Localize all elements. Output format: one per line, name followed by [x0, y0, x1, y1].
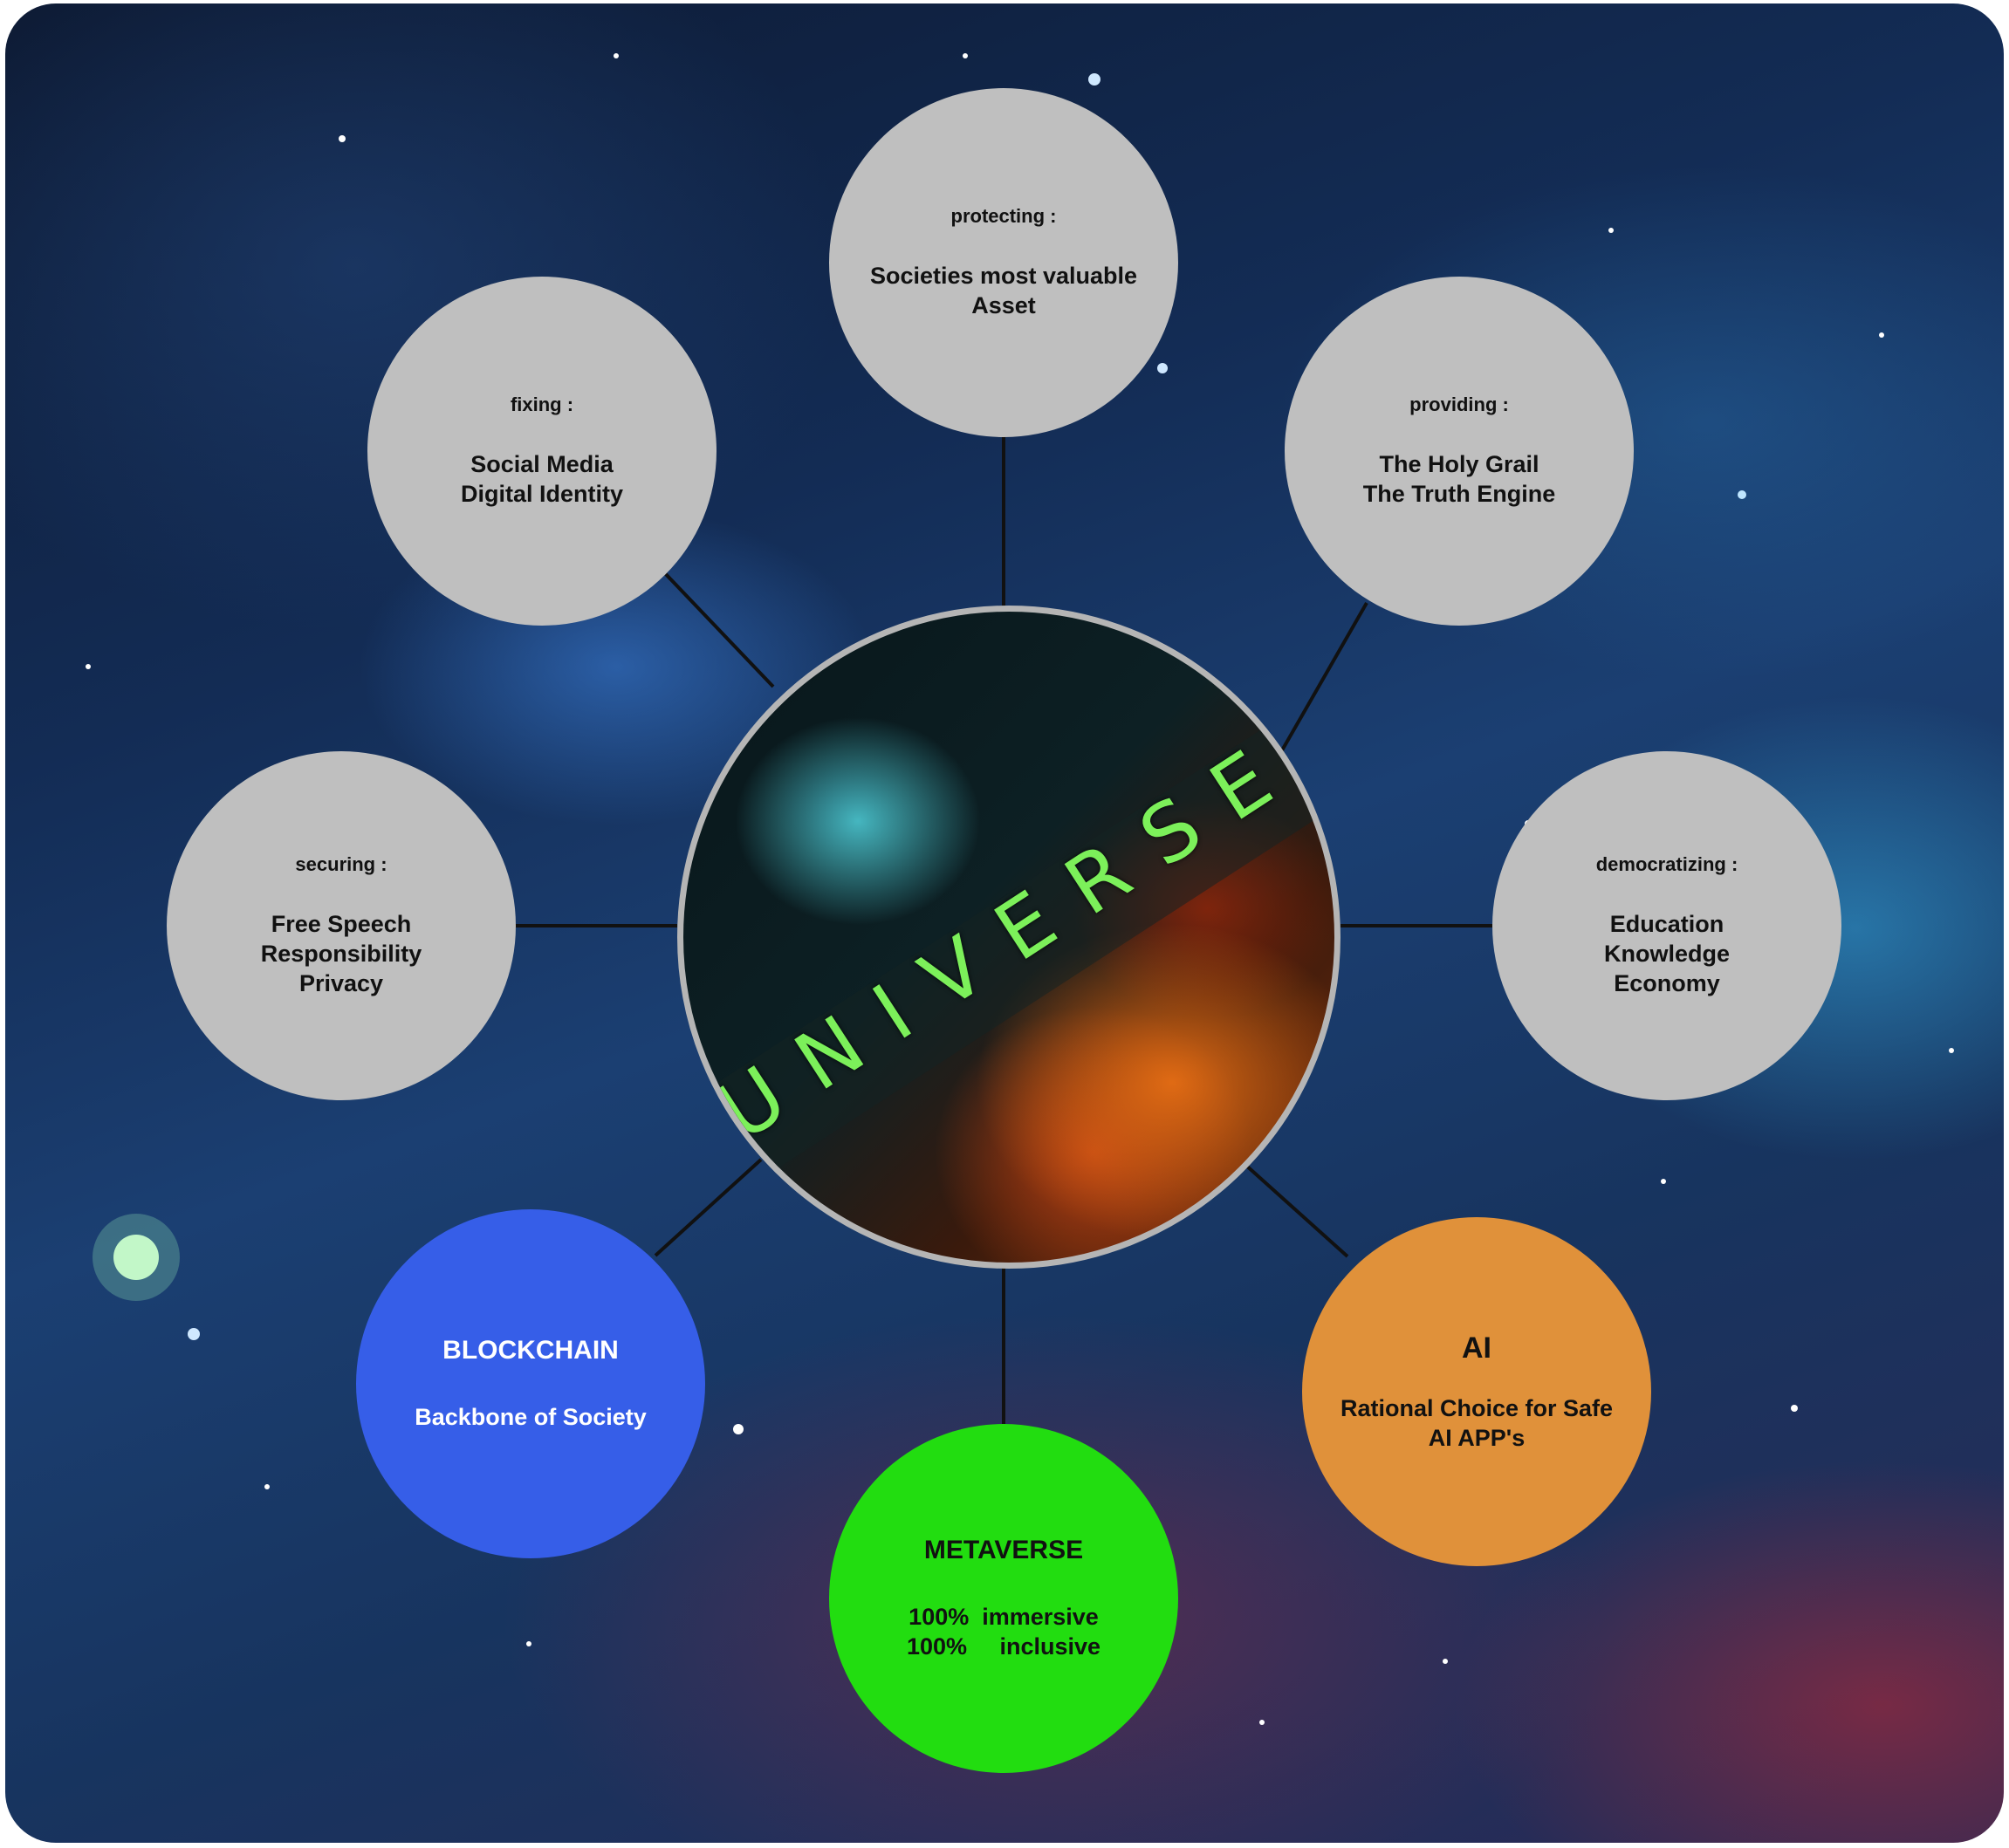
node-metaverse-line-1: 100% immersive	[909, 1604, 1099, 1630]
connector-ai	[1243, 1162, 1349, 1258]
node-democratizing-verb: democratizing :	[1595, 853, 1738, 875]
node-providing-verb: providing :	[1409, 394, 1509, 415]
node-providing: providing : The Holy Grail The Truth Eng…	[1285, 277, 1634, 626]
universe-hub: UNIVERSE	[677, 606, 1340, 1269]
node-securing-verb: securing :	[295, 853, 387, 875]
node-blockchain: BLOCKCHAIN Backbone of Society	[356, 1209, 705, 1558]
universe-title: UNIVERSE	[702, 715, 1316, 1160]
node-metaverse: METAVERSE 100% immersive 100% inclusive	[829, 1424, 1178, 1773]
node-providing-line-2: The Truth Engine	[1362, 481, 1556, 507]
node-ai-head: AI	[1462, 1331, 1491, 1365]
node-protecting: protecting : Societies most valuable Ass…	[829, 88, 1178, 437]
node-protecting-line-1: Societies most valuable	[869, 263, 1138, 289]
node-ai-line-1: Rational Choice for Safe	[1340, 1394, 1614, 1421]
node-protecting-verb: protecting :	[950, 205, 1057, 227]
node-ai-line-2: AI APP's	[1428, 1424, 1526, 1451]
node-providing-body: The Holy Grail The Truth Engine	[1363, 449, 1556, 509]
starfield	[86, 53, 1954, 1725]
node-fixing-verb: fixing :	[510, 394, 574, 415]
node-democratizing-line-3: Economy	[1614, 970, 1720, 996]
node-fixing-line-1: Social Media	[470, 451, 614, 477]
node-democratizing-body: Education Knowledge Economy	[1604, 909, 1730, 998]
diagram-canvas: UNIVERSE protecting : Societies most val…	[5, 3, 2004, 1843]
node-fixing-line-2: Digital Identity	[460, 481, 623, 507]
node-blockchain-body: Backbone of Society	[415, 1402, 647, 1432]
node-metaverse-body: 100% immersive 100% inclusive	[907, 1602, 1100, 1661]
node-securing-line-2: Responsibility	[260, 941, 422, 967]
node-blockchain-head: BLOCKCHAIN	[442, 1336, 619, 1365]
node-fixing: fixing : Social Media Digital Identity	[367, 277, 717, 626]
node-securing-line-3: Privacy	[298, 970, 384, 996]
node-providing-line-1: The Holy Grail	[1379, 451, 1539, 477]
node-protecting-line-2: Asset	[971, 292, 1036, 318]
node-metaverse-head: METAVERSE	[923, 1536, 1084, 1564]
node-blockchain-line-1: Backbone of Society	[415, 1404, 647, 1430]
node-securing-line-1: Free Speech	[271, 911, 412, 937]
node-ai: AI Rational Choice for Safe AI APP's	[1302, 1217, 1651, 1566]
node-democratizing-line-2: Knowledge	[1603, 941, 1730, 967]
node-securing: securing : Free Speech Responsibility Pr…	[167, 751, 516, 1100]
node-ai-body: Rational Choice for Safe AI APP's	[1340, 1393, 1613, 1453]
node-protecting-body: Societies most valuable Asset	[870, 261, 1137, 320]
node-metaverse-line-2: 100% inclusive	[906, 1633, 1101, 1660]
node-democratizing: democratizing : Education Knowledge Econ…	[1492, 751, 1841, 1100]
node-fixing-body: Social Media Digital Identity	[461, 449, 623, 509]
node-democratizing-line-1: Education	[1609, 911, 1724, 937]
connector-fixing	[662, 571, 775, 688]
node-securing-body: Free Speech Responsibility Privacy	[261, 909, 422, 998]
